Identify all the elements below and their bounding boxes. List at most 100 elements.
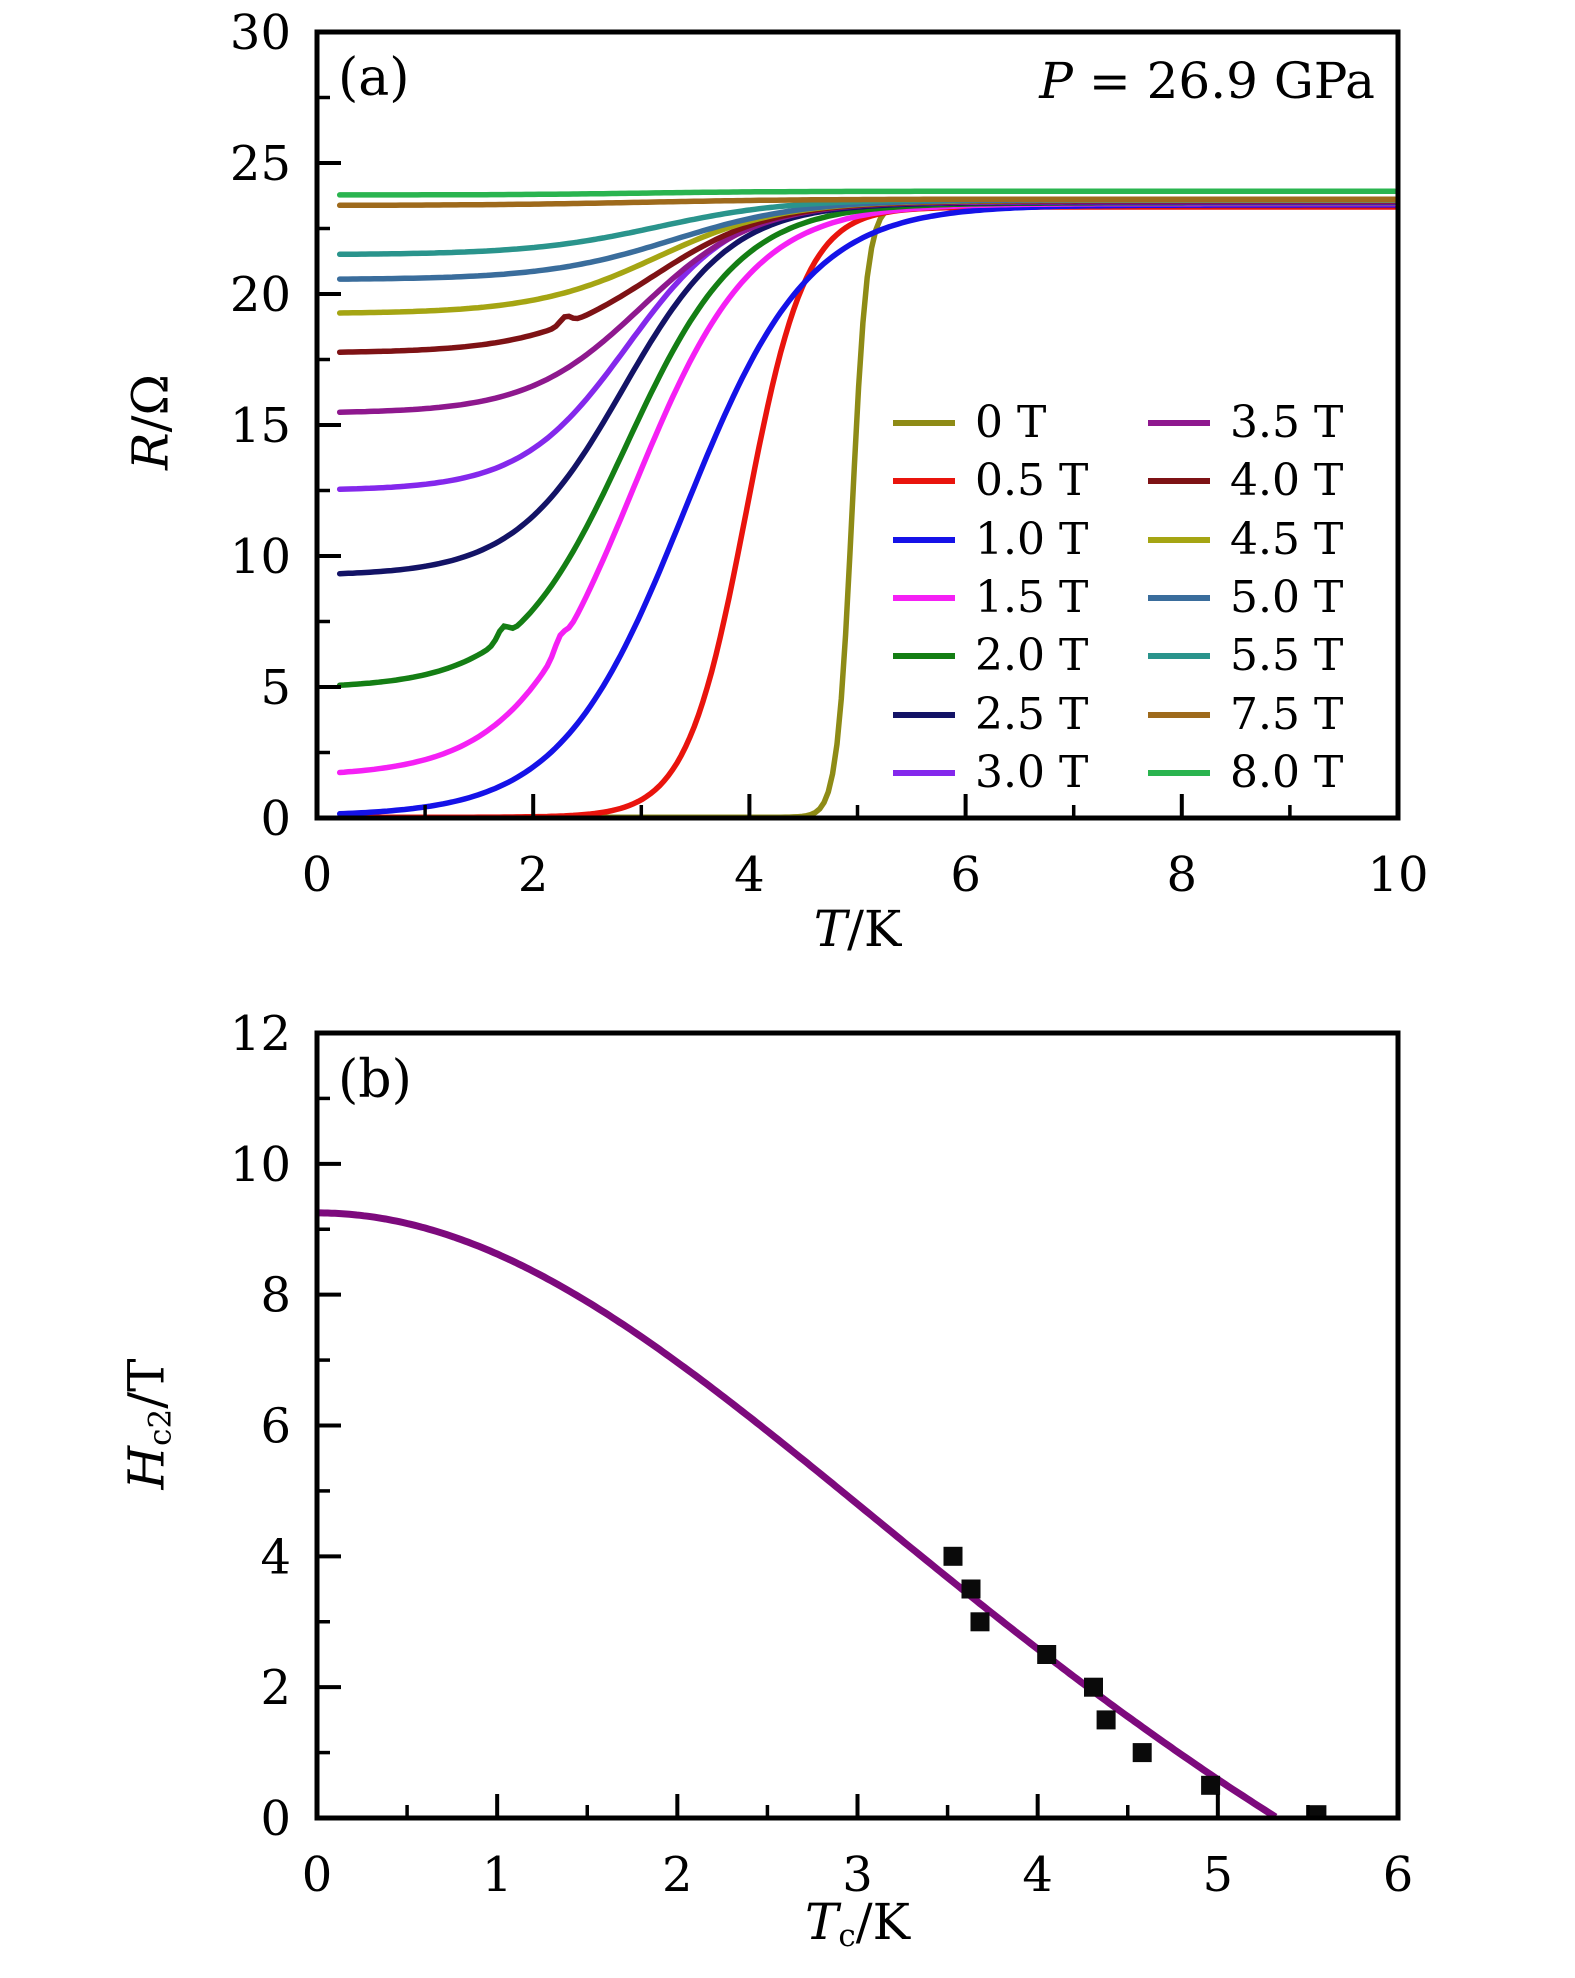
- panel-b-x-axis-variable: T: [805, 1893, 839, 1951]
- panel-a-x-tick-label: 6: [950, 847, 981, 903]
- panel-b-y-tick-label: 8: [260, 1268, 291, 1324]
- data-point-square: [1084, 1677, 1103, 1697]
- panel-b-x-tick-label: 0: [302, 1847, 333, 1903]
- legend-swatch-4.0T: [1148, 478, 1210, 485]
- data-point-square: [1132, 1743, 1152, 1763]
- panel-a-y-axis-variable: R: [121, 432, 180, 470]
- legend-column-1: 0 T 0.5 T 1.0 T 1.5 T 2.0 T 2.5 T 3.0 T: [893, 394, 1088, 802]
- panel-b-plot-area: [317, 1209, 1327, 1818]
- panel-a-y-tick-label: 20: [230, 267, 291, 323]
- panel-b-y-tick-label: 2: [260, 1660, 291, 1716]
- data-point-square: [961, 1579, 981, 1599]
- panel-b-x-tick-label: 1: [482, 1847, 513, 1903]
- legend-item-5.5T: 5.5 T: [1148, 627, 1343, 685]
- hc2-fit-curve: [317, 1209, 1278, 1818]
- legend-column-2: 3.5 T 4.0 T 4.5 T 5.0 T 5.5 T 7.5 T 8.0 T: [1148, 394, 1343, 802]
- legend-item-3.5T: 3.5 T: [1148, 394, 1343, 452]
- panel-a-y-tick-label: 25: [230, 136, 291, 192]
- data-point-square: [943, 1546, 963, 1566]
- legend-swatch-1.5T: [893, 595, 955, 602]
- legend-label-2.5T: 2.5 T: [975, 688, 1089, 740]
- data-point-square: [1037, 1645, 1057, 1664]
- data-point-square: [1307, 1805, 1327, 1818]
- data-point-square: [1096, 1710, 1116, 1730]
- legend-item-8.0T: 8.0 T: [1148, 744, 1343, 802]
- panel-a-y-axis-label: R/Ω: [122, 374, 183, 470]
- panel-a-ticks: [315, 30, 1400, 820]
- legend-label-5.0T: 5.0 T: [1230, 572, 1344, 624]
- panel-b-y-axis-subscript: c2: [142, 1408, 179, 1446]
- panel-a-y-tick-label: 15: [230, 398, 291, 454]
- panel-b-x-tick-label: 3: [842, 1847, 873, 1903]
- legend-item-2.5T: 2.5 T: [893, 685, 1088, 743]
- panel-b-y-axis-variable: H: [117, 1445, 176, 1490]
- legend-label-0.5T: 0.5 T: [975, 455, 1089, 507]
- panel-a-x-tick-label: 0: [302, 847, 333, 903]
- panel-a-y-axis-unit: /Ω: [121, 374, 180, 433]
- panel-b-label: (b): [338, 1050, 412, 1110]
- legend-item-1.0T: 1.0 T: [893, 511, 1088, 569]
- legend-item-3.0T: 3.0 T: [893, 744, 1088, 802]
- legend-label-4.0T: 4.0 T: [1230, 455, 1344, 507]
- legend-label-2.0T: 2.0 T: [975, 630, 1089, 682]
- legend-item-0.5T: 0.5 T: [893, 452, 1088, 510]
- panel-b-frame: [314, 1030, 1401, 1821]
- panel-b-x-tick-label: 2: [662, 1847, 693, 1903]
- panel-a-x-tick-label: 4: [734, 847, 765, 903]
- legend-item-4.0T: 4.0 T: [1148, 452, 1343, 510]
- legend-label-3.5T: 3.5 T: [1230, 397, 1344, 449]
- panel-a-frame: [314, 29, 1401, 821]
- panel-a-label: (a): [338, 48, 410, 108]
- legend-swatch-0.5T: [893, 478, 955, 485]
- legend-item-1.5T: 1.5 T: [893, 569, 1088, 627]
- legend-label-4.5T: 4.5 T: [1230, 513, 1344, 565]
- panel-b-y-tick-label: 6: [260, 1399, 291, 1455]
- panel-b-y-axis-unit: /T: [117, 1358, 176, 1409]
- legend-swatch-2.0T: [893, 653, 955, 660]
- panel-b-x-axis-label: Tc/K: [317, 1893, 1398, 1954]
- legend-swatch-3.0T: [893, 769, 955, 776]
- panel-a-y-tick-label: 0: [260, 791, 291, 847]
- panel-b-x-tick-label: 5: [1203, 1847, 1234, 1903]
- legend-label-3.0T: 3.0 T: [975, 746, 1089, 798]
- panel-a-y-tick-label: 30: [230, 5, 291, 61]
- panel-a-tick-labels: 0 2 4 6 8 10 0 5 10 15 20 25 30: [230, 5, 1429, 903]
- panel-b-y-axis-label: Hc2/T: [118, 1359, 179, 1490]
- pressure-annotation-value: = 26.9 GPa: [1072, 52, 1375, 110]
- legend-swatch-1.0T: [893, 536, 955, 543]
- legend-item-4.5T: 4.5 T: [1148, 511, 1343, 569]
- legend-label-8.0T: 8.0 T: [1230, 746, 1344, 798]
- pressure-annotation-symbol: P: [1039, 52, 1073, 110]
- panel-b-y-tick-label: 0: [260, 1791, 291, 1847]
- panel-b-y-tick-label: 4: [260, 1529, 291, 1585]
- legend-swatch-8.0T: [1148, 769, 1210, 776]
- legend-item-0T: 0 T: [893, 394, 1088, 452]
- legend-swatch-5.5T: [1148, 653, 1210, 660]
- legend-swatch-4.5T: [1148, 536, 1210, 543]
- panel-a-x-axis-unit: /K: [847, 900, 902, 958]
- panel-b-ticks: [315, 1031, 1400, 1820]
- data-point-square: [1201, 1775, 1221, 1795]
- legend-swatch-2.5T: [893, 711, 955, 718]
- legend-label-1.0T: 1.0 T: [975, 513, 1089, 565]
- pressure-annotation: P = 26.9 GPa: [975, 52, 1375, 110]
- panel-a-y-tick-label: 5: [260, 660, 291, 716]
- curve-8.0T: [336, 188, 1398, 198]
- legend-swatch-0T: [893, 420, 955, 427]
- legend-item-2.0T: 2.0 T: [893, 627, 1088, 685]
- legend-label-5.5T: 5.5 T: [1230, 630, 1344, 682]
- panel-a-x-axis-variable: T: [813, 900, 848, 958]
- panel-b-y-tick-label: 12: [230, 1006, 291, 1062]
- panel-a-x-axis-label: T/K: [317, 900, 1398, 961]
- legend-item-7.5T: 7.5 T: [1148, 685, 1343, 743]
- legend-label-7.5T: 7.5 T: [1230, 688, 1344, 740]
- panel-a-x-tick-label: 2: [518, 847, 549, 903]
- panel-b-x-axis-subscript: c: [838, 1917, 856, 1954]
- panel-a-x-tick-label: 10: [1367, 847, 1428, 903]
- curve-7.5T: [336, 196, 1398, 209]
- legend-swatch-3.5T: [1148, 420, 1210, 427]
- legend-label-1.5T: 1.5 T: [975, 572, 1089, 624]
